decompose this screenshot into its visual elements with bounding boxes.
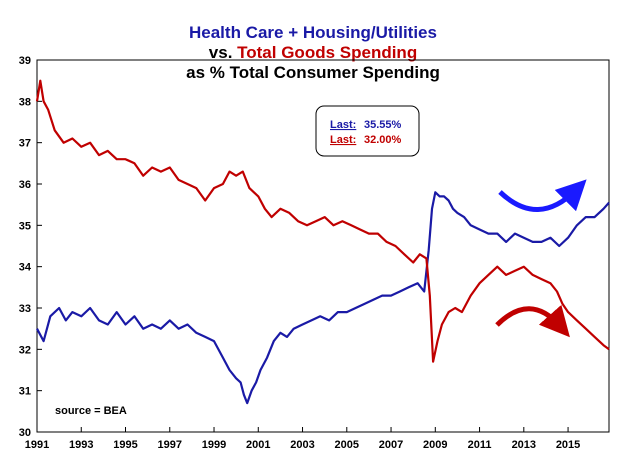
chart-title-line2-highlight: Total Goods Spending — [237, 43, 417, 62]
x-tick-label: 2015 — [556, 439, 580, 451]
x-tick-label: 1997 — [158, 439, 182, 451]
chart-title-line3: as % Total Consumer Spending — [186, 63, 440, 82]
x-tick-label: 2009 — [423, 439, 447, 451]
trend-down-arrow-icon — [495, 304, 570, 338]
y-tick-label: 39 — [19, 55, 31, 67]
chart-title-line2-prefix: vs. — [209, 43, 237, 62]
x-axis: 1991 1993 1995 1997 1999 2001 2003 2005 2007 2009… — [25, 427, 580, 451]
series-line-health-housing — [36, 191, 610, 405]
series-layer — [35, 79, 610, 405]
plot-area — [36, 59, 610, 433]
x-tick-label: 2007 — [379, 439, 403, 451]
x-tick-label: 1999 — [202, 439, 226, 451]
x-tick-label: 1995 — [113, 439, 137, 451]
chart-title-line2: vs. Total Goods Spending — [209, 43, 417, 62]
legend-value-red: 32.00% — [364, 134, 402, 146]
legend-label-red: Last: — [330, 134, 356, 146]
x-tick-label: 1991 — [25, 439, 49, 451]
legend-value-blue: 35.55% — [364, 119, 402, 131]
series-line-total-goods — [35, 79, 610, 363]
legend: Last: 35.55% Last: 32.00% — [315, 105, 420, 157]
y-tick-label: 31 — [19, 386, 31, 398]
x-tick-label: 1993 — [69, 439, 93, 451]
y-tick-label: 35 — [19, 220, 31, 232]
y-tick-label: 38 — [19, 96, 31, 108]
chart-title-line1: Health Care + Housing/Utilities — [189, 23, 437, 42]
trend-up-arrow-icon — [498, 179, 587, 212]
y-tick-label: 32 — [19, 344, 31, 356]
x-tick-label: 2003 — [290, 439, 314, 451]
x-tick-label: 2005 — [335, 439, 359, 451]
y-axis: 30 31 32 33 34 35 36 37 38 39 — [19, 55, 42, 439]
x-tick-label: 2011 — [468, 439, 492, 451]
y-tick-label: 34 — [19, 262, 32, 274]
legend-box — [315, 105, 420, 157]
y-tick-label: 33 — [19, 303, 31, 315]
legend-label-blue: Last: — [330, 119, 356, 131]
y-tick-label: 36 — [19, 179, 31, 191]
x-tick-label: 2001 — [246, 439, 270, 451]
y-tick-label: 37 — [19, 138, 31, 150]
y-tick-label: 30 — [19, 427, 31, 439]
x-tick-label: 2013 — [512, 439, 536, 451]
source-annotation: source = BEA — [55, 405, 127, 417]
